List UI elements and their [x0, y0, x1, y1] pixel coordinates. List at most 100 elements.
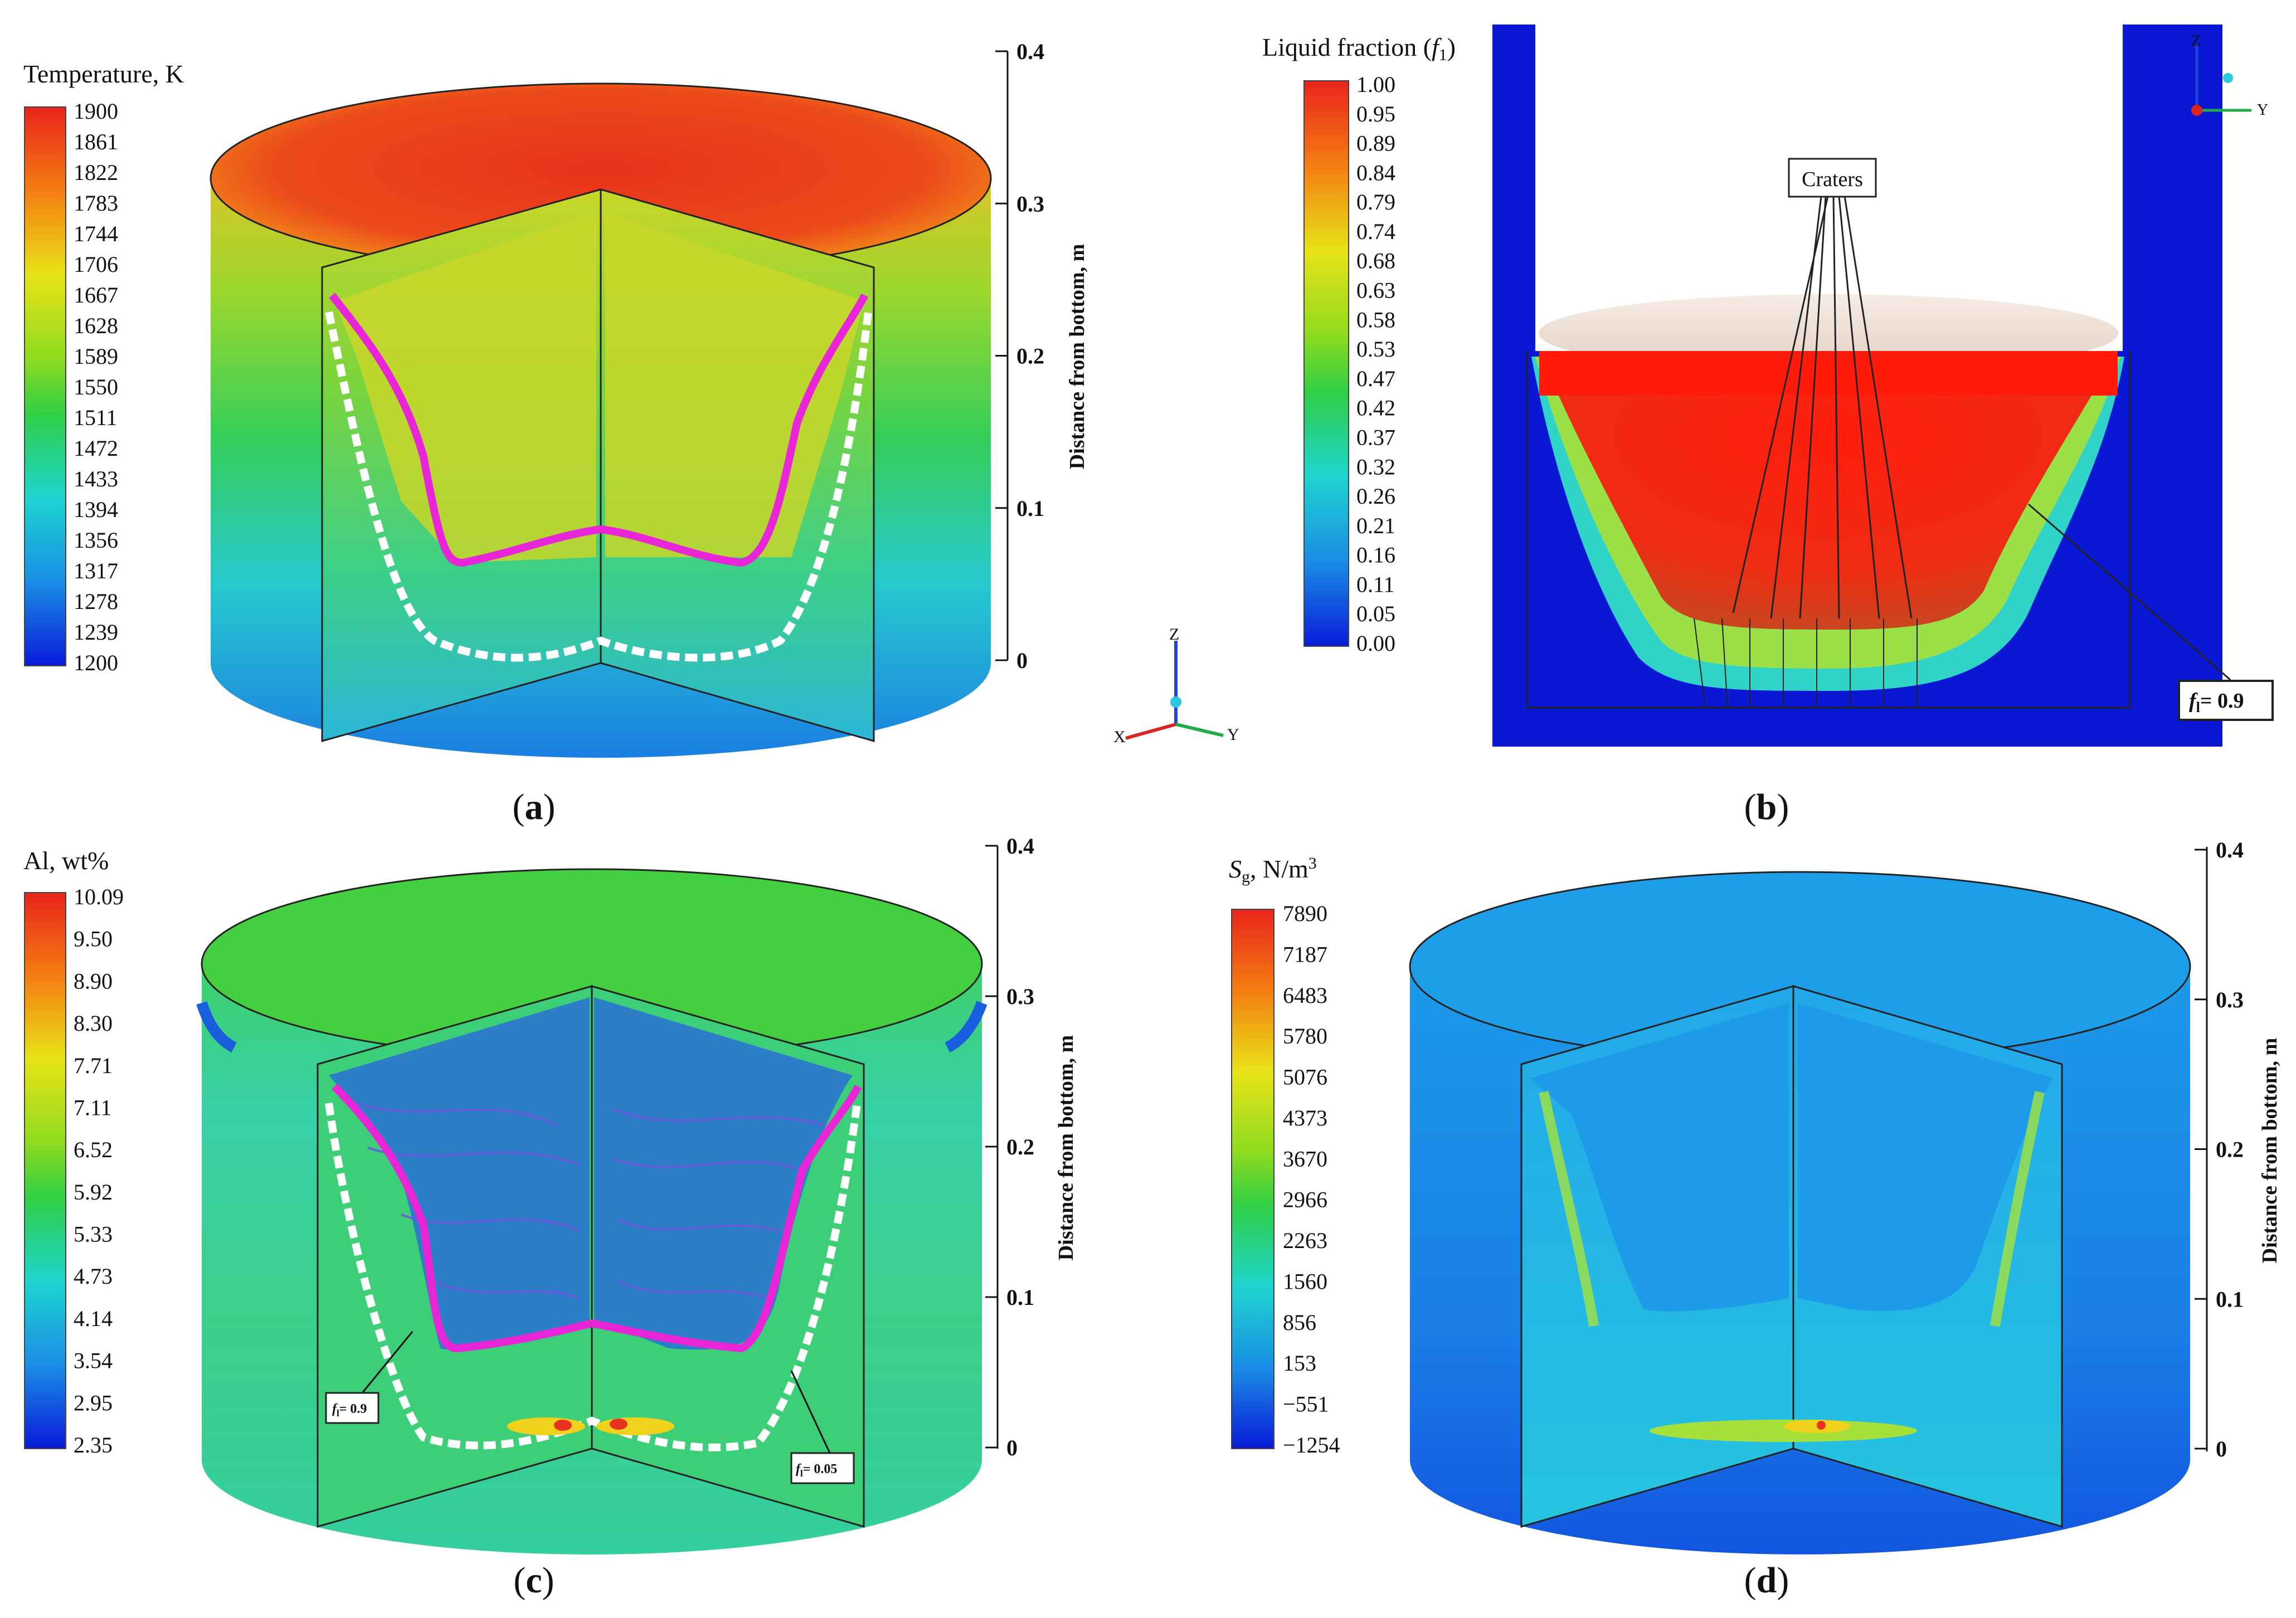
panel-d-legend-tick: 1560: [1283, 1269, 1327, 1294]
panel-a-legend-tick: 1472: [74, 436, 118, 461]
panel-b-legend-tick: 0.00: [1356, 631, 1395, 656]
panel-a-axis-tick-label: 0.3: [1016, 191, 1044, 216]
panel-b-legend-tick: 0.84: [1356, 160, 1395, 185]
panel-a-colorbar: [24, 106, 66, 666]
panel-b-legend-tick: 0.05: [1356, 601, 1395, 626]
panel-b-fl-callout: fl= 0.9: [2178, 680, 2274, 721]
panel-b-caption: (b): [1744, 787, 1789, 827]
panel-c-legend-tick: 7.71: [74, 1053, 113, 1078]
panel-b-legend-tick: 0.95: [1356, 101, 1395, 126]
panel-d-legend-ticks: 7890 7187 6483 5780 5076 4373 3670 2966 2263 1560…: [1283, 901, 1340, 1458]
panel-b-craters-label: Craters: [1802, 168, 1863, 191]
panel-b-triad-y: Y: [2257, 101, 2268, 119]
panel-d-axis-tick-label: 0.1: [2216, 1286, 2244, 1312]
panel-a-legend-tick: 1589: [74, 344, 118, 369]
panel-b-legend-tick: 0.79: [1356, 189, 1395, 215]
panel-c-legend-tick: 5.33: [74, 1222, 113, 1247]
panel-c-legend-tick: 2.95: [74, 1390, 113, 1415]
panel-a-legend-tick: 1744: [74, 221, 118, 246]
panel-c-legend-tick: 4.14: [74, 1306, 113, 1331]
panel-d-legend-tick: 7187: [1283, 942, 1327, 967]
panel-d-legend-tick: −1254: [1283, 1432, 1340, 1458]
panel-a-legend-tick: 1433: [74, 466, 118, 491]
panel-c-legend-tick: 8.30: [74, 1011, 113, 1036]
panel-c-cylinder: [196, 868, 988, 1554]
panel-c-distance-axis: 0.4 0.3 0.2 0.1 0 Distance from bottom, m: [985, 834, 1078, 1460]
panel-d-axis-label: Distance from bottom, m: [2258, 1038, 2282, 1264]
panel-b: Liquid fraction (f1) 1.00 0.95 0.89 0.84 0.7…: [1262, 25, 2274, 827]
panel-d-legend-tick: 7890: [1283, 901, 1327, 926]
panel-a-axis-label: Distance from bottom, m: [1066, 244, 1089, 470]
panel-c-legend-tick: 2.35: [74, 1432, 113, 1458]
panel-b-crucible: [1492, 25, 2231, 747]
panel-c-caption: (c): [513, 1560, 554, 1601]
panel-d-legend-title: Sg, N/m3: [1229, 854, 1317, 886]
panel-a-legend-title: Temperature, K: [23, 60, 184, 88]
panel-c-axis-tick-label: 0.3: [1006, 984, 1034, 1009]
panel-c-axis-tick-label: 0: [1006, 1435, 1018, 1460]
panel-c-axis-label: Distance from bottom, m: [1054, 1035, 1078, 1261]
panel-b-legend-tick: 0.42: [1356, 396, 1395, 421]
panel-a-triad-y: Y: [1227, 725, 1239, 744]
panel-c-legend-tick: 4.73: [74, 1264, 113, 1289]
panel-c-legend-title: Al, wt%: [23, 846, 109, 875]
panel-a-legend-tick: 1706: [74, 252, 118, 277]
panel-a-axis-tick-label: 0.2: [1016, 344, 1044, 369]
panel-a-distance-axis: 0.4 0.3 0.2 0.1 0 Distance from bottom, m: [995, 39, 1089, 673]
panel-b-colorbar: [1303, 80, 1349, 647]
panel-b-legend-tick: 0.21: [1356, 513, 1395, 538]
panel-d-axis-tick-label: 0: [2216, 1436, 2227, 1461]
panel-b-legend-tick: 0.53: [1356, 337, 1395, 362]
panel-b-triad-z: Z: [2191, 32, 2201, 50]
panel-d-legend-tick: 6483: [1283, 983, 1327, 1008]
panel-a-cylinder: [210, 82, 992, 758]
panel-b-legend-ticks: 1.00 0.95 0.89 0.84 0.79 0.74 0.68 0.63 0.58 0.53…: [1356, 72, 1395, 656]
panel-a-legend-tick: 1394: [74, 497, 118, 522]
panel-c-legend-ticks: 10.09 9.50 8.90 8.30 7.71 7.11 6.52 5.92 5.33 4.7…: [74, 884, 124, 1458]
panel-b-legend-tick: 0.11: [1356, 572, 1395, 597]
panel-a-axis-tick-label: 0: [1016, 648, 1028, 673]
panel-b-legend-title: Liquid fraction (f1): [1262, 33, 1456, 64]
panel-d-legend-tick: 3670: [1283, 1146, 1327, 1171]
panel-a-legend-tick: 1667: [74, 282, 118, 308]
panel-b-legend-tick: 0.89: [1356, 131, 1395, 156]
panel-a-legend-tick: 1200: [74, 650, 118, 675]
panel-a-legend-ticks: 1900 1861 1822 1783 1744 1706 1667 1628 1589 1550…: [74, 99, 118, 675]
panel-d-colorbar: [1231, 909, 1275, 1449]
panel-a-legend-tick: 1822: [74, 160, 118, 185]
panel-a-triad-x: X: [1113, 728, 1126, 746]
panel-d-legend-tick: 4373: [1283, 1105, 1327, 1130]
panel-a-legend-tick: 1550: [74, 374, 118, 399]
panel-b-legend-tick: 0.47: [1356, 366, 1395, 391]
panel-a-legend-tick: 1317: [74, 558, 118, 583]
panel-d-legend-tick: 2263: [1283, 1228, 1327, 1253]
panel-a: Temperature, K 1900186118221783174417061…: [23, 39, 1239, 827]
panel-d-legend-tick: −551: [1283, 1392, 1329, 1417]
panel-c-legend-tick: 3.54: [74, 1348, 113, 1373]
panel-b-legend-tick: 0.74: [1356, 219, 1395, 244]
panel-c-legend-tick: 7.11: [74, 1095, 112, 1120]
panel-d-distance-axis: 0.4 0.3 0.2 0.1 0 Distance from bottom, m: [2195, 837, 2282, 1461]
panel-c-axis-tick-label: 0.4: [1006, 834, 1034, 859]
panel-c-fl09-label: fl= 0.9: [332, 1402, 367, 1419]
panel-b-fl-label: fl= 0.9: [2189, 689, 2244, 715]
panel-d-legend-tick: 5780: [1283, 1024, 1327, 1049]
panel-b-legend-tick: 0.16: [1356, 543, 1395, 568]
panel-d-caption: (d): [1744, 1560, 1789, 1601]
panel-d-axis-tick-label: 0.3: [2216, 987, 2244, 1012]
panel-a-legend-tick: 1628: [74, 313, 118, 338]
panel-d-axis-tick-label: 0.2: [2216, 1137, 2244, 1162]
panel-b-legend-tick: 0.32: [1356, 454, 1395, 479]
panel-b-legend-tick: 0.58: [1356, 307, 1395, 332]
panel-a-triad-z: Z: [1169, 625, 1179, 644]
panel-d-cylinder: [1409, 871, 2191, 1554]
panel-c-fl09-callout: fl= 0.9: [325, 1392, 380, 1424]
panel-c-fl005-label: fl= 0.05: [796, 1462, 837, 1479]
panel-d-legend-tick: 856: [1283, 1310, 1316, 1335]
panel-d: Sg, N/m3 7890 7187 6483 5780 5076 4373 3670 296…: [1229, 837, 2282, 1601]
panel-b-craters-callout: Craters: [1788, 158, 1877, 198]
panel-c-axis-tick-label: 0.2: [1006, 1134, 1034, 1159]
panel-c-fl005-callout: fl= 0.05: [790, 1452, 855, 1484]
panel-a-axis-tick-label: 0.1: [1016, 496, 1044, 521]
